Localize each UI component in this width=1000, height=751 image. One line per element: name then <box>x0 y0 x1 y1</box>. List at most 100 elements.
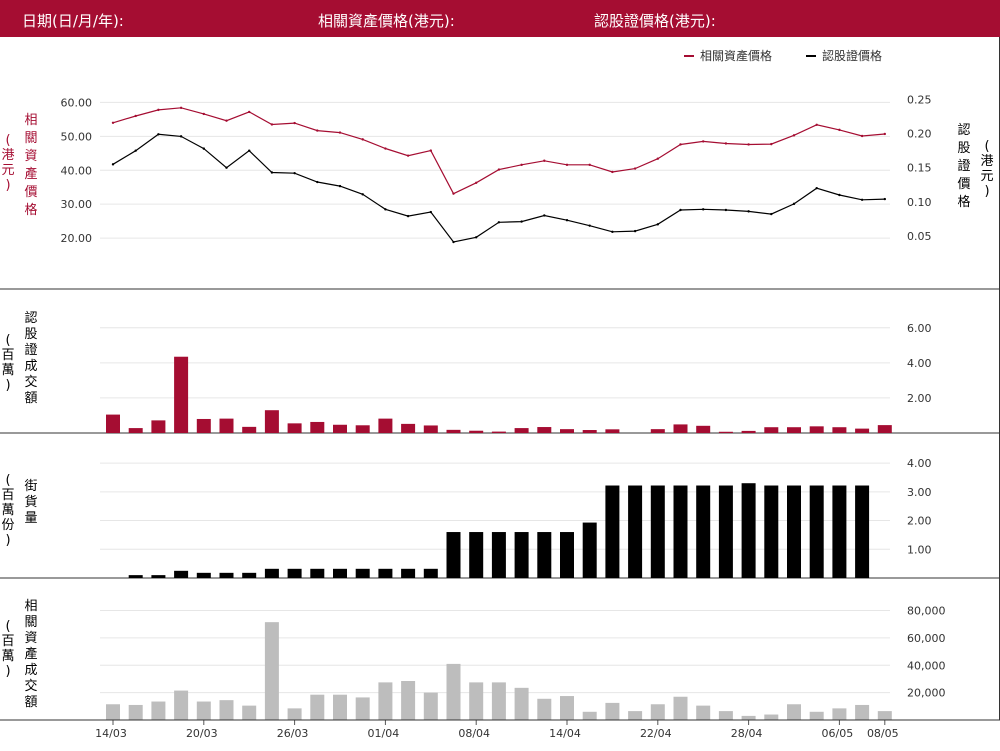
warrant-price-point <box>111 163 115 166</box>
asset-price-point <box>770 142 773 146</box>
bar <box>446 429 461 433</box>
bar <box>718 431 733 433</box>
bar <box>174 570 189 578</box>
y-tick-label: 3.00 <box>907 486 932 499</box>
bar <box>151 575 166 578</box>
bar <box>219 418 234 433</box>
warrant-price-point <box>838 193 841 197</box>
bar <box>446 532 461 578</box>
y-tick-label: 4.00 <box>907 357 932 370</box>
warrant-price-point <box>611 230 614 234</box>
y-left-axis-title: 相關資產價格 <box>24 113 37 218</box>
bar <box>673 696 688 720</box>
bar <box>469 430 484 433</box>
warrant-price-point <box>338 184 342 188</box>
asset-price-point <box>202 112 205 116</box>
asset-price-point <box>702 140 705 143</box>
asset-price-point <box>611 170 614 174</box>
y-axis-title-panel-2: 街貨量 <box>24 479 37 526</box>
warrant-price-point <box>429 210 432 214</box>
y-left-tick-label: 30.00 <box>61 198 93 211</box>
bar <box>128 575 143 578</box>
date-label: 日期(日/月/年): <box>22 12 124 30</box>
asset-price-point <box>543 159 546 162</box>
x-tick-label: 22/04 <box>640 727 672 740</box>
bar <box>741 430 756 433</box>
bar <box>333 694 347 720</box>
asset-price-point <box>316 129 319 132</box>
y-right-tick-label: 0.25 <box>907 94 932 107</box>
bar <box>310 568 325 578</box>
bar <box>333 568 347 578</box>
bar <box>106 704 120 720</box>
asset-price-point <box>656 157 659 160</box>
bar <box>832 427 847 433</box>
bar <box>423 425 438 433</box>
bar <box>855 428 870 433</box>
x-tick-label: 28/04 <box>731 727 763 740</box>
bar <box>333 424 347 433</box>
bar <box>673 424 688 433</box>
y-axis-unit-panel-1: (百萬) <box>1 333 14 393</box>
bar <box>423 692 438 720</box>
y-right-tick-label: 0.15 <box>907 162 932 175</box>
bar <box>537 427 552 433</box>
warrant-price-series-line <box>112 133 885 243</box>
bar <box>174 690 189 720</box>
bar <box>560 532 574 578</box>
warrant-price-point <box>316 180 319 184</box>
bar <box>650 429 665 433</box>
asset-price-series-line <box>112 107 885 195</box>
bar <box>491 532 506 578</box>
bar <box>242 705 257 720</box>
x-tick-label: 20/03 <box>186 727 218 740</box>
bar <box>605 702 620 720</box>
asset-price-point <box>792 134 796 137</box>
bar <box>537 532 552 578</box>
bar <box>560 696 574 720</box>
warrant-price-point <box>656 223 659 226</box>
bar <box>514 687 529 720</box>
asset-price-point <box>724 142 728 145</box>
asset-price-point <box>270 123 274 126</box>
asset-price-point <box>225 119 228 122</box>
y-tick-label: 20,000 <box>907 687 946 700</box>
x-tick-label: 14/03 <box>95 727 127 740</box>
warrant-price-point <box>633 229 637 233</box>
bar <box>128 428 143 433</box>
asset-price-point <box>475 181 478 185</box>
y-tick-label: 60,000 <box>907 632 946 645</box>
y-right-tick-label: 0.05 <box>907 230 932 243</box>
legend-entry-1: 相關資產價格 <box>700 48 772 63</box>
bar <box>718 711 733 720</box>
bar <box>264 410 279 433</box>
warrant-price-point <box>179 135 183 138</box>
asset-price-point <box>248 110 251 114</box>
y-tick-label: 80,000 <box>907 605 946 618</box>
bar <box>650 704 665 720</box>
x-tick-label: 06/05 <box>822 727 854 740</box>
y-right-tick-label: 0.10 <box>907 196 932 209</box>
legend-entry-2: 認股證價格 <box>822 48 882 63</box>
bar <box>196 701 211 720</box>
bar <box>310 694 325 720</box>
warrant-price-label: 認股證價格(港元): <box>594 12 716 30</box>
bar <box>174 356 189 433</box>
bar <box>628 485 643 578</box>
bar <box>514 532 529 578</box>
warrant-price-point <box>543 214 546 217</box>
bar <box>764 427 779 433</box>
y-tick-label: 2.00 <box>907 392 932 405</box>
asset-price-point <box>520 163 523 167</box>
warrant-price-point <box>679 208 682 212</box>
y-axis-unit-panel-3: (百萬) <box>1 619 14 679</box>
bar <box>196 418 211 433</box>
bar <box>219 700 234 720</box>
bar <box>582 522 597 578</box>
bar <box>401 423 416 433</box>
asset-price-point <box>860 134 864 138</box>
asset-price-point <box>815 123 818 126</box>
bar <box>128 704 143 720</box>
bar <box>560 429 574 433</box>
